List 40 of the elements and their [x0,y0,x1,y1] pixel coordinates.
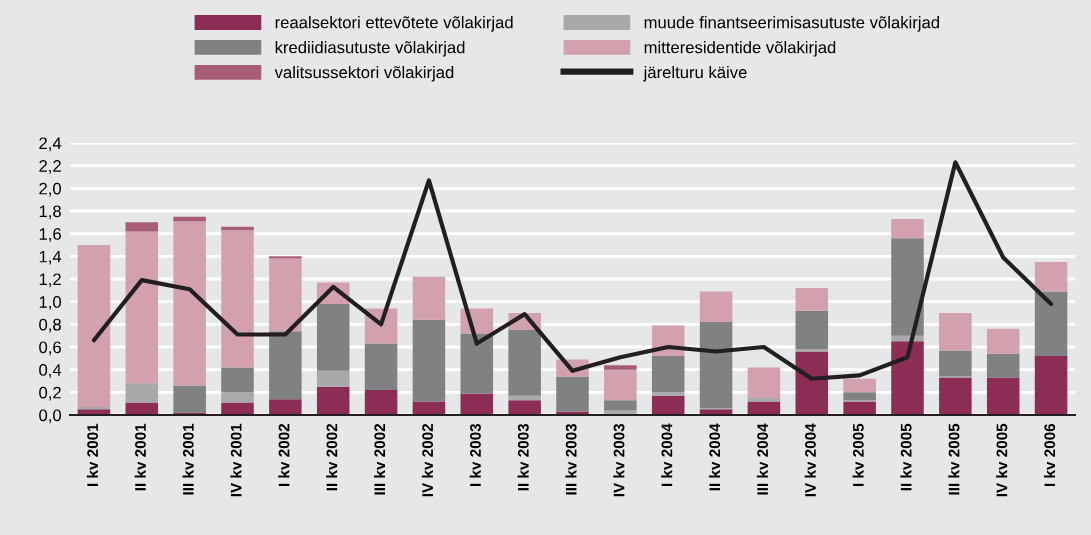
x-tick-label: II kv 2004 [708,423,721,491]
x-tick-label: III kv 2002 [373,423,386,495]
x-tick-label: I kv 2006 [1043,423,1056,487]
x-tick-label: III kv 2001 [182,423,194,495]
x-tick-label: IV kv 2001 [230,423,242,497]
y-tick-label: 2,4 [39,137,62,152]
y-tick-label: 0,8 [39,318,61,333]
y-tick-label: 1,6 [39,228,61,242]
legend-label: mitteresidentide võlakirjad [644,41,836,57]
x-tick-label: I kv 2003 [469,423,481,487]
legend-label: järelturu käive [643,66,747,82]
x-tick-label: I kv 2001 [86,423,99,487]
x-tick-label: II kv 2003 [517,423,529,491]
y-tick-label: 0,2 [39,386,61,401]
x-tick-label: I kv 2002 [278,423,290,487]
legend-label: krediidiasutuste võlakirjad [275,41,465,57]
y-tick-label: 0,0 [39,409,62,424]
legend-label: muude finantseerimisasutuste võlakirjad [644,16,939,32]
x-tick-label: IV kv 2002 [421,423,434,497]
y-tick-label: 2,2 [39,160,61,174]
y-tick-label: 0,4 [39,364,62,378]
y-tick-label: 2,0 [39,182,62,197]
legend-label: reaalsektori ettevõtete võlakirjad [275,16,513,32]
x-tick-label: IV kv 2003 [613,423,625,497]
x-tick-label: II kv 2001 [134,423,146,491]
x-tick-label: I kv 2004 [661,423,673,487]
y-tick-label: 1,4 [39,250,62,265]
x-tick-label: II kv 2002 [326,423,338,491]
x-tick-label: IV kv 2004 [804,423,816,497]
x-tick-label: I kv 2005 [852,423,864,487]
x-tick-label: III kv 2003 [565,423,577,495]
y-tick-label: 1,2 [39,273,61,288]
y-tick-label: 0,6 [39,341,61,356]
legend-label: valitsussektori võlakirjad [274,66,454,82]
x-tick-label: III kv 2005 [948,423,960,495]
x-tick-label: III kv 2004 [756,423,769,495]
y-tick-label: 1,8 [39,205,61,220]
x-tick-label: II kv 2005 [900,423,912,491]
y-tick-label: 1,0 [39,296,62,310]
x-tick-label: IV kv 2005 [996,423,1008,497]
